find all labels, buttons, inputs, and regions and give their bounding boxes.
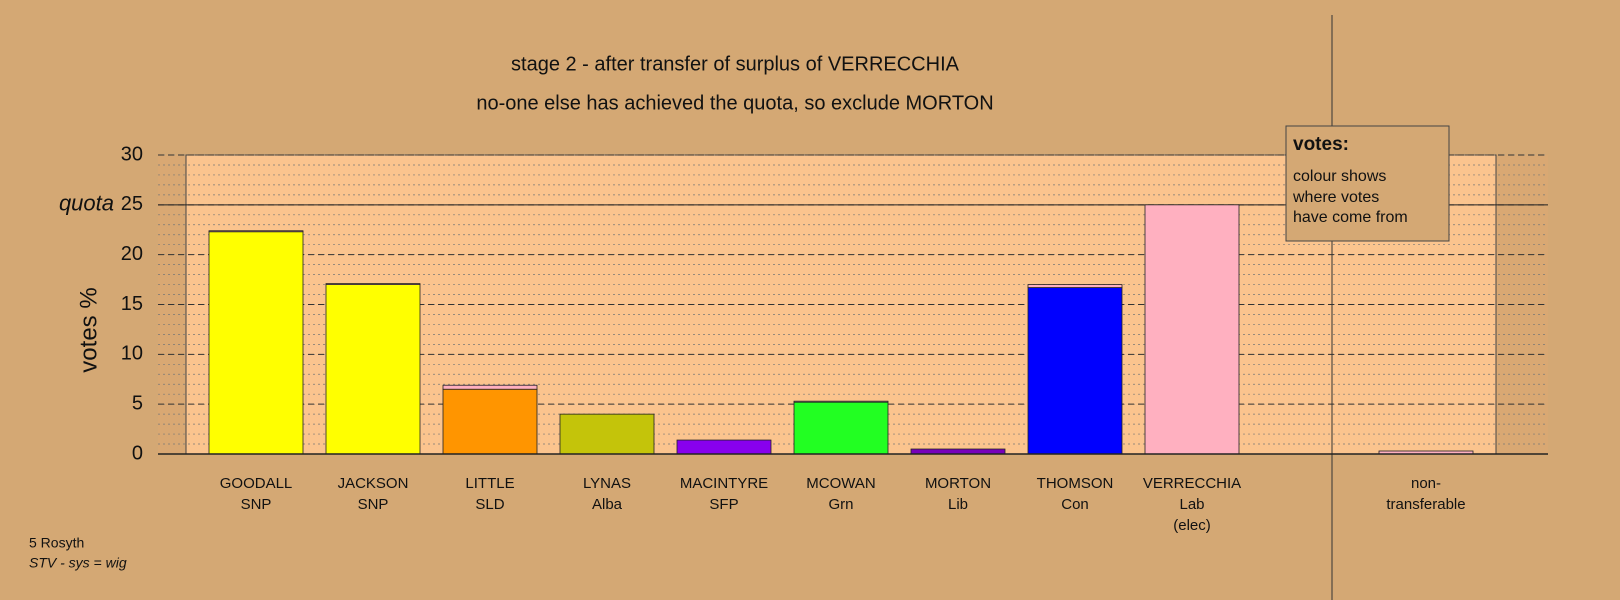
x-tick-label: SLD: [475, 496, 504, 513]
y-axis-label: votes %: [75, 287, 102, 372]
bar-segment: [442, 388, 538, 455]
x-tick-label: (elec): [1173, 517, 1211, 534]
x-tick-label: LYNAS: [583, 475, 631, 492]
note-box: [1285, 125, 1450, 242]
footer: 5 Rosyth: [29, 535, 84, 551]
x-tick-label: MACINTYRE: [680, 475, 768, 492]
x-tick-label: Grn: [828, 496, 853, 513]
x-tick-label: MCOWAN: [806, 475, 875, 492]
y-tick-label: 0: [132, 442, 143, 464]
x-tick-label: SNP: [241, 496, 272, 513]
bar-segment: [559, 413, 655, 455]
note-line: colour shows: [1293, 168, 1386, 185]
bar-segment: [325, 284, 421, 455]
y-tick-label: 10: [121, 343, 143, 365]
bar-segment: [1027, 284, 1123, 288]
chart-title: stage 2 - after transfer of surplus of V…: [511, 53, 960, 75]
x-tick-label: VERRECCHIA: [1143, 475, 1241, 492]
x-tick-label: Lab: [1179, 496, 1204, 513]
x-tick-label: JACKSON: [338, 475, 409, 492]
bar-segment: [1144, 204, 1240, 455]
x-tick-label: Con: [1061, 496, 1089, 513]
y-tick-label: 30: [121, 143, 143, 165]
note-line: where votes: [1292, 189, 1379, 206]
x-tick-label: transferable: [1386, 496, 1465, 513]
bar-segment: [325, 283, 421, 285]
note-line: have come from: [1293, 209, 1408, 226]
bar-segment: [208, 230, 304, 233]
y-tick-label: 15: [121, 293, 143, 315]
quota-label: quota: [59, 191, 114, 216]
note-title: votes:: [1293, 134, 1349, 155]
x-tick-label: Alba: [592, 496, 623, 513]
y-tick-label: 20: [121, 243, 143, 265]
bar-segment: [208, 231, 304, 455]
x-tick-label: LITTLE: [465, 475, 514, 492]
y-tick-label: 25: [121, 193, 143, 215]
x-tick-label: GOODALL: [220, 475, 293, 492]
x-tick-label: SNP: [358, 496, 389, 513]
x-tick-label: MORTON: [925, 475, 991, 492]
chart-subtitle: no-one else has achieved the quota, so e…: [476, 92, 993, 114]
footer: STV - sys = wig: [29, 555, 127, 571]
bar-segment: [442, 384, 538, 390]
y-tick-label: 5: [132, 392, 143, 414]
bar-segment: [1027, 287, 1123, 455]
bar-segment: [793, 400, 889, 403]
bar-segment: [676, 439, 772, 455]
note: votes: colour shows where votes have com…: [1285, 125, 1450, 242]
x-tick-label: SFP: [709, 496, 738, 513]
bar-segment: [793, 401, 889, 455]
x-tick-label: Lib: [948, 496, 968, 513]
x-tick-label: non-: [1411, 475, 1441, 492]
x-tick-label: THOMSON: [1037, 475, 1114, 492]
